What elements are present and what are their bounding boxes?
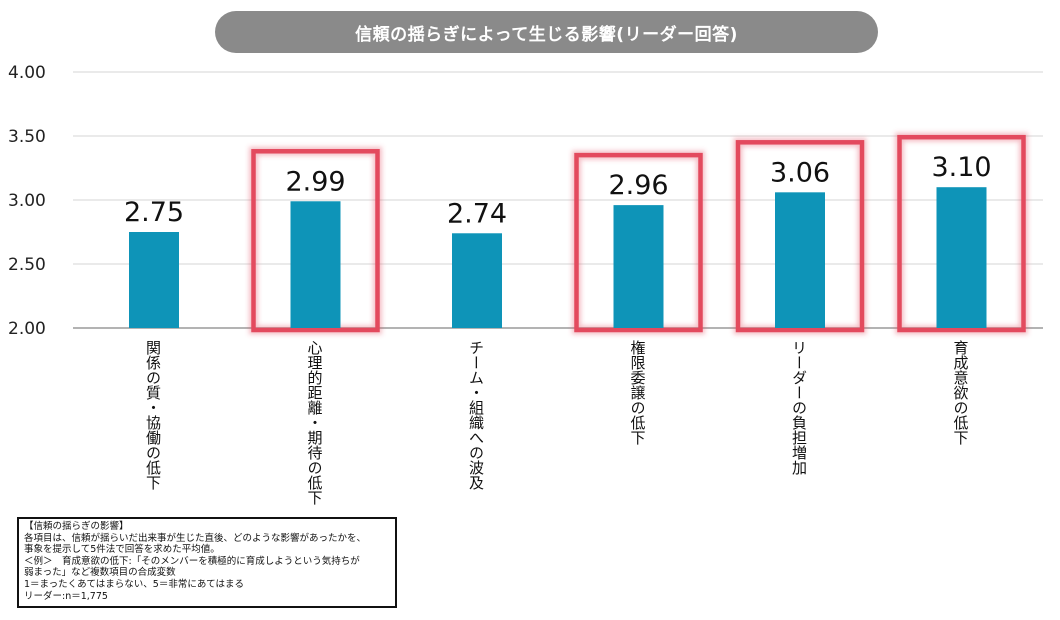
y-tick-label: 3.50 (8, 127, 46, 147)
note-line: 【信頼の揺らぎの影響】 (24, 521, 129, 532)
note-line: 事象を提示して5件法で回答を求めた平均値。 (24, 544, 220, 556)
value-label: 3.06 (770, 157, 830, 188)
bar (452, 233, 502, 328)
note-box: 【信頼の揺らぎの影響】 各項目は、信頼が揺らいだ出来事が生じた直後、どのような影… (17, 517, 397, 608)
y-tick-label: 4.00 (8, 63, 46, 83)
category-label: リーダーの負担増加 (790, 340, 808, 475)
value-label: 3.10 (931, 152, 991, 183)
note-line: 弱まった」など複数項目の合成変数 (24, 567, 176, 579)
value-label: 2.75 (124, 197, 184, 228)
highlight-frame (897, 134, 1026, 333)
note-line: ＜例＞ 育成意欲の低下:「そのメンバーを積極的に育成しようという気持ちが (24, 555, 360, 567)
note-line: 各項目は、信頼が揺らいだ出来事が生じた直後、どのような影響があったかを、 (24, 532, 367, 544)
category-label: 関係の質・協働の低下 (144, 340, 162, 490)
note-line: リーダー:n＝1,775 (24, 590, 108, 602)
chart-title: 信頼の揺らぎによって生じる影響(リーダー回答) (215, 11, 878, 53)
category-label: 育成意欲の低下 (951, 340, 970, 445)
bar (290, 201, 341, 328)
highlight-frame (735, 140, 865, 333)
y-tick-label: 2.00 (8, 319, 46, 339)
bar (613, 205, 664, 328)
category-label: 心理的距離・期待の低下 (305, 340, 324, 505)
y-tick-label: 3.00 (8, 191, 46, 211)
highlight-frame (251, 149, 380, 333)
bar (775, 192, 825, 328)
highlight-frame (574, 152, 703, 333)
value-label: 2.96 (608, 170, 668, 201)
y-tick-label: 2.50 (8, 255, 46, 275)
bar (936, 187, 987, 328)
value-label: 2.74 (447, 198, 507, 229)
bar (129, 232, 179, 328)
note-line: 1＝まったくあてはまらない、5＝非常にあてはまる (24, 578, 244, 590)
value-label: 2.99 (285, 166, 345, 197)
category-label: チーム・組織への波及 (467, 340, 485, 490)
bar-chart: 2.00 2.50 3.00 3.50 4.00 2.75 2.99 2.74 2.96 3.0… (8, 63, 1043, 339)
category-label: 権限委譲の低下 (628, 340, 647, 445)
